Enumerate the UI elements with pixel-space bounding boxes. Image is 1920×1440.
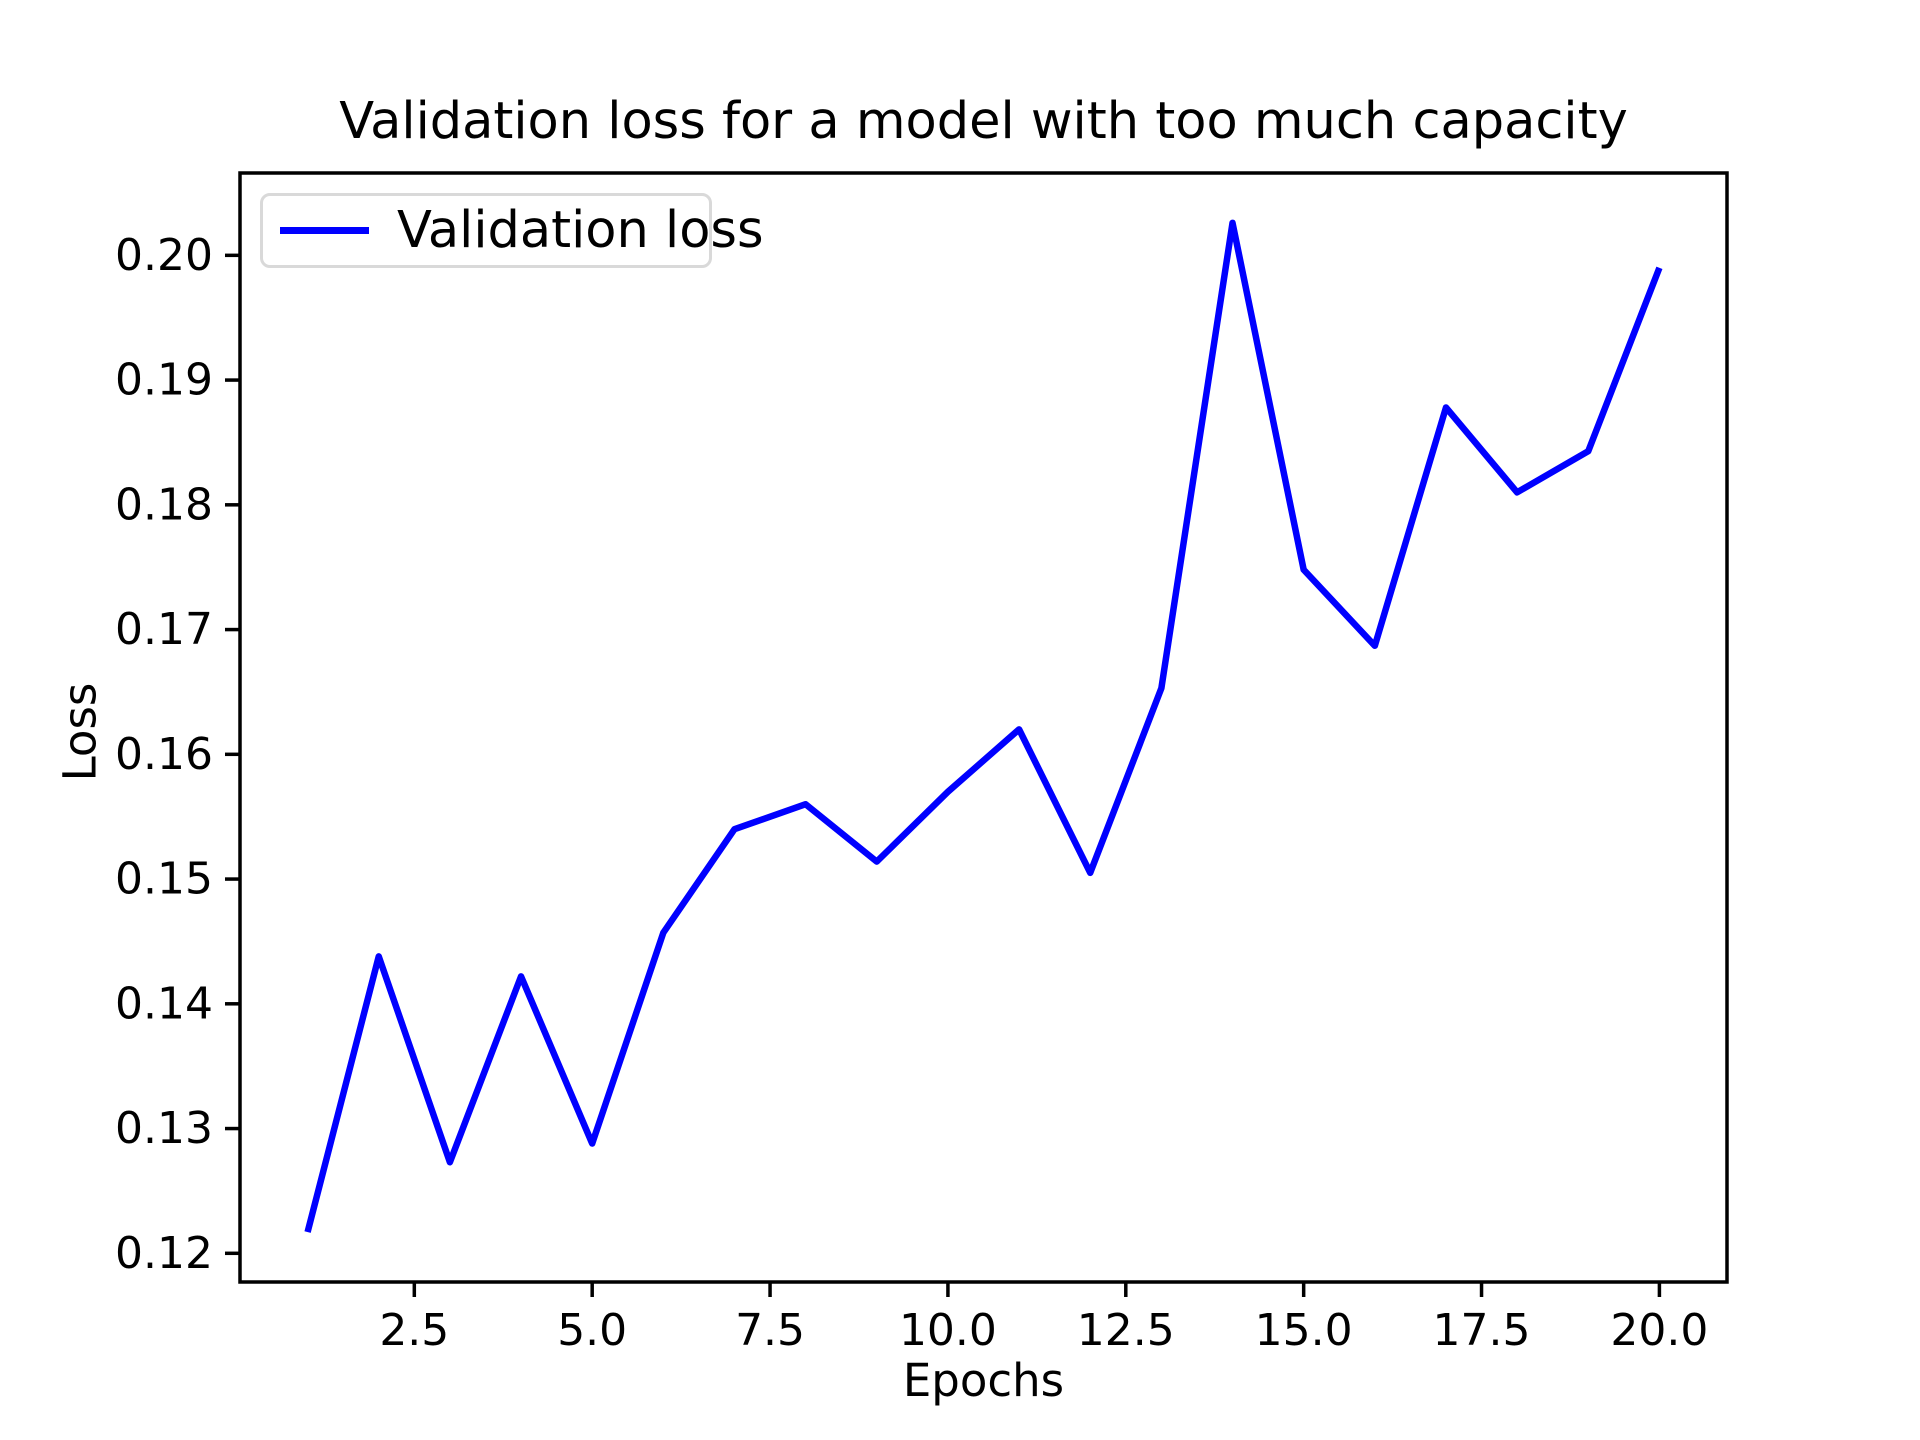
plot-border	[238, 171, 1729, 1284]
x-tick-label: 12.5	[1077, 1305, 1175, 1356]
y-tick-label: 0.20	[115, 230, 213, 281]
legend-label: Validation loss	[397, 201, 764, 260]
y-tick-label: 0.16	[115, 729, 213, 780]
legend-line-swatch	[280, 227, 369, 234]
y-tick-label: 0.19	[115, 355, 213, 406]
x-tick-label: 10.0	[899, 1305, 997, 1356]
x-tick-label: 5.0	[557, 1305, 627, 1356]
y-tick-label: 0.13	[115, 1103, 213, 1154]
x-tick-label: 17.5	[1433, 1305, 1531, 1356]
x-axis-label: Epochs	[902, 1354, 1065, 1407]
y-tick-label: 0.12	[115, 1228, 213, 1279]
x-tick-label: 2.5	[379, 1305, 449, 1356]
y-tick-label: 0.14	[115, 978, 213, 1029]
y-axis-label: Loss	[53, 682, 107, 782]
legend: Validation loss	[260, 193, 764, 268]
x-tick-label: 15.0	[1255, 1305, 1353, 1356]
chart-title: Validation loss for a model with too muc…	[339, 92, 1628, 151]
y-tick-label: 0.17	[115, 604, 213, 655]
y-tick-label: 0.15	[115, 854, 213, 905]
y-tick-label: 0.18	[115, 479, 213, 530]
x-tick-label: 7.5	[735, 1305, 805, 1356]
x-tick-label: 20.0	[1610, 1305, 1708, 1356]
validation-loss-line	[304, 219, 1663, 1233]
